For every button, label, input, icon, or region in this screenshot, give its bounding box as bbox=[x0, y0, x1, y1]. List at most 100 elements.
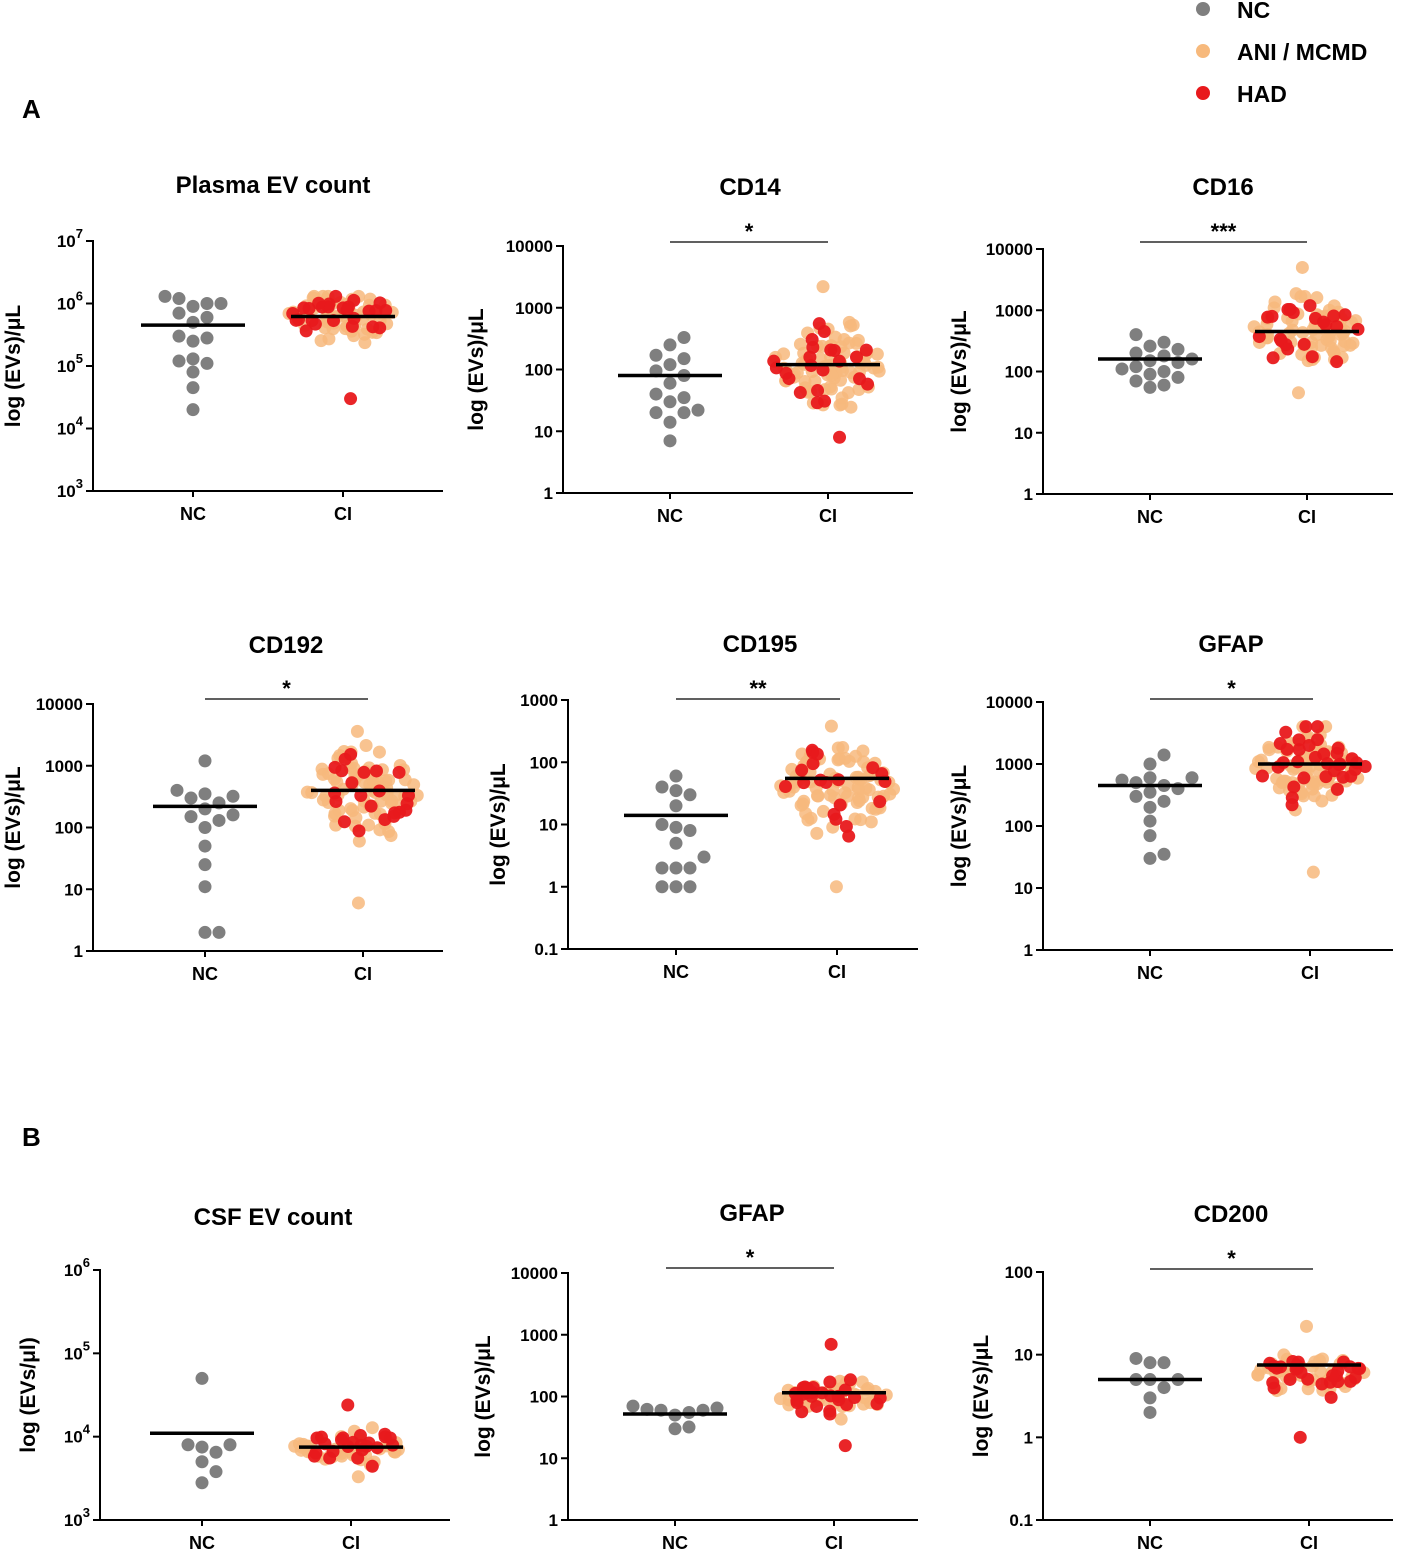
y-tick-label: 0.1 bbox=[534, 940, 558, 959]
significance-marker: ** bbox=[749, 676, 767, 701]
nc-data-point bbox=[663, 338, 677, 352]
had-data-point bbox=[1315, 1377, 1329, 1391]
ani-mcmd-data-point bbox=[851, 333, 865, 347]
x-category-label: NC bbox=[662, 1533, 688, 1551]
ani-mcmd-data-point bbox=[1306, 323, 1320, 337]
had-data-point bbox=[1338, 308, 1352, 322]
had-data-point bbox=[1267, 1381, 1281, 1395]
ani-mcmd-data-point bbox=[858, 1391, 872, 1405]
ani-mcmd-data-point bbox=[816, 804, 830, 818]
nc-data-point bbox=[1143, 800, 1157, 814]
nc-data-point bbox=[626, 1399, 640, 1413]
had-data-point bbox=[795, 763, 809, 777]
ani-mcmd-data-point bbox=[842, 754, 856, 768]
ani-mcmd-data-point bbox=[382, 773, 396, 787]
had-data-point bbox=[1292, 733, 1306, 747]
had-data-point bbox=[859, 343, 873, 357]
had-data-point bbox=[328, 760, 342, 774]
had-data-point bbox=[1266, 351, 1280, 365]
nc-data-point bbox=[1157, 847, 1171, 861]
nc-data-point bbox=[1129, 328, 1143, 342]
nc-data-point bbox=[158, 289, 172, 303]
had-data-point bbox=[1273, 332, 1287, 346]
had-data-point bbox=[308, 317, 322, 331]
had-data-point bbox=[1299, 720, 1313, 734]
y-tick-base: 10 bbox=[57, 295, 76, 314]
had-data-point bbox=[373, 321, 387, 335]
x-category-label: CI bbox=[819, 506, 837, 526]
had-data-point bbox=[824, 1337, 838, 1351]
x-category-label: CI bbox=[828, 962, 846, 982]
had-data-point bbox=[833, 430, 847, 444]
significance-marker: * bbox=[1227, 676, 1236, 701]
y-tick-label: 1 bbox=[1024, 941, 1033, 960]
chart-1: CD14 1 10 100 1000 10000 NC CI log (EVs)/μL * bbox=[465, 174, 913, 526]
nc-data-point bbox=[200, 297, 214, 310]
y-tick-base: 10 bbox=[64, 1428, 83, 1447]
y-axis-label: log (EVs)/μL bbox=[970, 1335, 993, 1458]
had-data-point bbox=[352, 824, 366, 838]
x-category-label: CI bbox=[342, 1533, 360, 1551]
nc-data-point bbox=[209, 1465, 223, 1479]
chart-title: GFAP bbox=[1198, 631, 1263, 658]
had-data-point bbox=[829, 812, 843, 826]
had-data-point bbox=[1330, 782, 1344, 796]
had-data-point bbox=[1305, 350, 1319, 364]
y-tick-base: 10 bbox=[64, 1344, 83, 1363]
y-tick-exp: 4 bbox=[83, 1422, 91, 1437]
ani-mcmd-data-point bbox=[844, 400, 858, 414]
had-data-point bbox=[312, 296, 326, 310]
nc-data-point bbox=[1185, 771, 1199, 785]
ani-mcmd-data-point bbox=[795, 747, 809, 761]
y-tick-base: 10 bbox=[57, 482, 76, 501]
y-tick-label: 10000 bbox=[986, 693, 1033, 712]
ani-mcmd-data-point bbox=[824, 719, 838, 733]
y-tick-label: 10000 bbox=[506, 237, 553, 256]
had-data-point bbox=[1324, 1390, 1338, 1404]
ani-mcmd-data-point bbox=[1262, 740, 1276, 754]
legend: NC ANI / MCMD HAD bbox=[1196, 0, 1367, 107]
had-data-point bbox=[354, 789, 368, 803]
ani-mcmd-data-point bbox=[351, 1470, 365, 1484]
had-data-point bbox=[1297, 337, 1311, 351]
ani-mcmd-data-point bbox=[352, 834, 366, 848]
y-tick-label: 10000 bbox=[986, 240, 1033, 259]
had-data-point bbox=[337, 815, 351, 829]
had-data-point bbox=[322, 297, 336, 311]
y-tick-base: 10 bbox=[57, 420, 76, 439]
y-tick-label: 106 bbox=[64, 1255, 90, 1280]
had-data-point bbox=[1291, 755, 1305, 769]
had-data-point bbox=[1255, 769, 1269, 783]
nc-data-point bbox=[1143, 851, 1157, 865]
had-data-point bbox=[340, 303, 354, 317]
nc-data-point bbox=[1157, 794, 1171, 808]
had-data-point bbox=[1302, 738, 1316, 752]
chart-title: CD195 bbox=[723, 631, 798, 658]
y-tick-label: 100 bbox=[530, 1388, 558, 1407]
y-tick-label: 104 bbox=[57, 414, 84, 439]
y-axis-label: log (EVs)/μL bbox=[948, 765, 971, 888]
nc-data-point bbox=[691, 403, 705, 417]
x-category-label: NC bbox=[663, 962, 689, 982]
chart-5: GFAP 1 10 100 1000 10000 NC CI log (EVs)/μL * bbox=[948, 631, 1393, 983]
nc-data-point bbox=[195, 1440, 209, 1454]
nc-data-point bbox=[1157, 748, 1171, 762]
nc-data-point bbox=[655, 880, 669, 894]
nc-data-point bbox=[1115, 773, 1129, 787]
x-category-label: CI bbox=[1300, 1533, 1318, 1551]
ani-mcmd-data-point bbox=[864, 815, 878, 829]
had-data-point bbox=[818, 394, 832, 408]
x-category-label: CI bbox=[334, 504, 352, 524]
y-tick-label: 10 bbox=[539, 816, 558, 835]
y-axis-label: log (EVs)/μL bbox=[948, 310, 971, 433]
had-data-point bbox=[362, 304, 376, 318]
y-tick-label: 1 bbox=[74, 942, 83, 961]
y-tick-label: 1 bbox=[549, 878, 558, 897]
had-data-point bbox=[1283, 1372, 1297, 1386]
legend-had-marker bbox=[1196, 86, 1210, 100]
x-category-label: CI bbox=[1298, 507, 1316, 527]
had-data-point bbox=[853, 372, 867, 386]
nc-data-point bbox=[677, 352, 691, 366]
y-tick-exp: 4 bbox=[76, 414, 84, 429]
ani-mcmd-data-point bbox=[870, 347, 884, 361]
